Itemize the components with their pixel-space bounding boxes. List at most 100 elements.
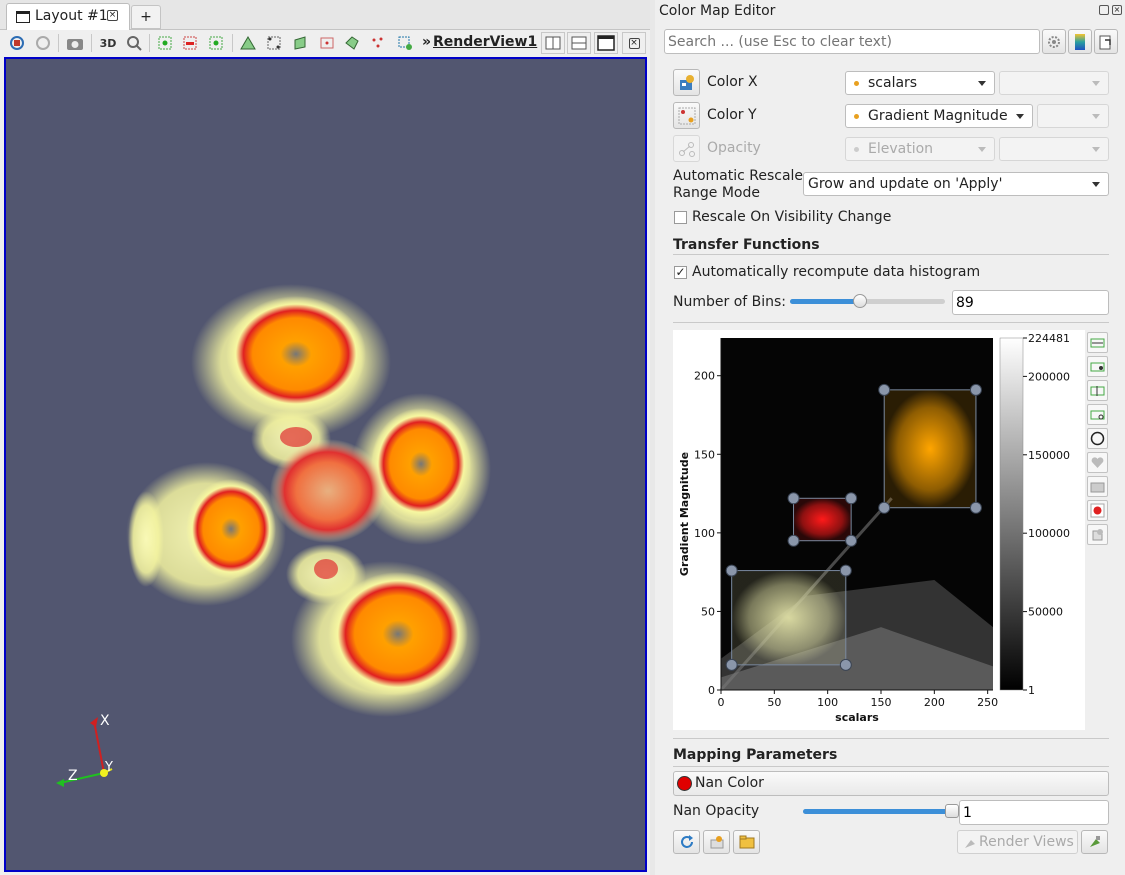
maximize-view-icon[interactable] [594, 32, 618, 54]
close-tab-icon[interactable]: × [107, 10, 118, 21]
nan-opacity-input[interactable] [959, 800, 1109, 825]
histogram-density-core [721, 627, 993, 690]
axis-x-label: X [100, 713, 110, 729]
nan-opacity-label: Nan Opacity [673, 803, 760, 819]
tf-tool-reset-range-button[interactable] [1087, 332, 1108, 353]
nan-color-label: Nan Color [695, 775, 764, 791]
split-horizontal-icon[interactable] [541, 32, 565, 54]
color-x-toggle-button[interactable] [673, 69, 700, 96]
transfer-function-plot[interactable]: 0 50 100 150 200 250 0 50 100 150 200 scalars Gradie… [673, 330, 1085, 730]
y-axis-title: Gradient Magnitude [678, 452, 691, 576]
tf-control-point [839, 564, 852, 577]
interactive-select-icon[interactable] [395, 33, 415, 53]
tf-tool-edit-color-button[interactable] [1087, 500, 1108, 521]
select-cells-icon[interactable] [238, 33, 258, 53]
nan-opacity-slider[interactable] [803, 804, 959, 818]
reset-camera-icon[interactable] [7, 33, 27, 53]
toolbar-separator [91, 34, 92, 52]
select-add-icon[interactable] [155, 33, 175, 53]
select-polygon-points-icon[interactable] [368, 33, 388, 53]
choose-preset-button[interactable] [703, 830, 730, 854]
select-polygon-icon[interactable] [342, 33, 362, 53]
add-tab-button[interactable]: + [131, 5, 161, 29]
tf-region [793, 497, 852, 542]
opacity-component-select[interactable] [999, 137, 1109, 161]
chevron-down-icon [978, 81, 986, 86]
camera-capture-icon[interactable] [65, 33, 85, 53]
nan-opacity-slider-handle[interactable] [945, 804, 959, 818]
select-frustum-icon[interactable] [290, 33, 310, 53]
float-panel-icon[interactable] [1099, 5, 1109, 15]
color-y-component-select[interactable] [1037, 104, 1109, 128]
dock-splitter[interactable] [650, 0, 655, 875]
tf-control-point [845, 534, 858, 547]
colorbar-tick-label: 100000 [1028, 527, 1070, 540]
rescale-mode-value: Grow and update on 'Apply' [808, 176, 1003, 192]
select-subtract-icon[interactable] [180, 33, 200, 53]
tf-tool-custom-range-button[interactable] [1087, 356, 1108, 377]
color-x-array-select[interactable]: scalars [845, 71, 995, 95]
auto-histogram-checkbox[interactable]: ✓ [674, 265, 687, 279]
tf-tool-save-preset-button[interactable] [1087, 476, 1108, 497]
reset-camera-closest-icon[interactable] [33, 33, 53, 53]
refresh-icon [680, 835, 693, 848]
tf-tool-visible-range-button[interactable] [1087, 404, 1108, 425]
toggle-3d-button[interactable]: 3D [99, 36, 117, 50]
axes-triad [56, 717, 113, 787]
chevron-down-icon [1092, 182, 1100, 187]
advanced-settings-button[interactable] [1042, 29, 1066, 54]
color-y-toggle-button[interactable] [673, 102, 700, 129]
visible-range-icon [1090, 410, 1105, 420]
bins-slider-handle[interactable] [852, 294, 867, 308]
rescale-visibility-checkbox[interactable] [674, 211, 687, 224]
render-views-label: Render Views [979, 834, 1074, 850]
restore-defaults-button[interactable] [1094, 29, 1118, 54]
bins-slider-fill [790, 299, 860, 304]
search-input[interactable] [664, 29, 1040, 54]
layout-tab[interactable]: Layout #1 × [6, 3, 130, 30]
save-preset-button[interactable] [1068, 29, 1092, 54]
auto-render-toggle-button[interactable] [1081, 830, 1108, 854]
x-tick-label: 200 [924, 696, 945, 709]
transfer-functions-header: Transfer Functions [673, 237, 820, 253]
opacity-array-select[interactable]: Elevation [845, 137, 995, 161]
chevron-down-icon [1092, 114, 1100, 119]
split-vertical-icon[interactable] [567, 32, 591, 54]
select-toggle-icon[interactable] [206, 33, 226, 53]
rescale-mode-select[interactable]: Grow and update on 'Apply' [803, 172, 1109, 196]
y-tick-label: 100 [694, 527, 715, 540]
close-panel-icon[interactable]: × [1112, 5, 1122, 15]
opacity-value: Elevation [868, 141, 934, 157]
preset-icon [710, 836, 723, 849]
nan-color-button[interactable]: Nan Color [673, 771, 1109, 796]
render-view-name: RenderView1 [433, 34, 538, 50]
select-frustum-points-icon[interactable] [317, 33, 337, 53]
select-points-icon[interactable] [264, 33, 284, 53]
x-tick-label: 150 [871, 696, 892, 709]
color-y-value: Gradient Magnitude [868, 108, 1008, 124]
opacity-label: Opacity [707, 140, 761, 156]
zoom-to-box-icon[interactable] [124, 33, 144, 53]
update-ranges-button[interactable] [673, 830, 700, 854]
tf-tool-choose-preset-button[interactable] [1087, 452, 1108, 473]
bins-input[interactable] [952, 290, 1109, 315]
color-x-component-select[interactable] [999, 71, 1109, 95]
tf-tool-advanced-button[interactable] [1087, 524, 1108, 545]
y-tick-label: 50 [701, 605, 715, 618]
render-viewport[interactable]: X Y Z [4, 57, 647, 872]
volume-rendering [126, 284, 491, 717]
opacity-toggle-button[interactable] [673, 135, 700, 162]
tf-control-point [787, 492, 800, 505]
close-view-icon[interactable]: × [622, 32, 646, 54]
toolbar-overflow-icon[interactable]: » [422, 34, 432, 50]
paint-brush-icon [1089, 836, 1100, 847]
palette-icon [679, 74, 694, 90]
x-tick-label: 50 [767, 696, 781, 709]
bins-slider[interactable] [790, 294, 945, 308]
tf-tool-data-range-button[interactable] [1087, 380, 1108, 401]
open-folder-button[interactable] [733, 830, 760, 854]
render-views-button[interactable]: Render Views [957, 830, 1078, 854]
transfer-function-chart[interactable]: 0 50 100 150 200 250 0 50 100 150 200 scalars Gradie… [673, 330, 1085, 730]
color-y-array-select[interactable]: Gradient Magnitude [845, 104, 1033, 128]
tf-tool-invert-button[interactable] [1087, 428, 1108, 449]
